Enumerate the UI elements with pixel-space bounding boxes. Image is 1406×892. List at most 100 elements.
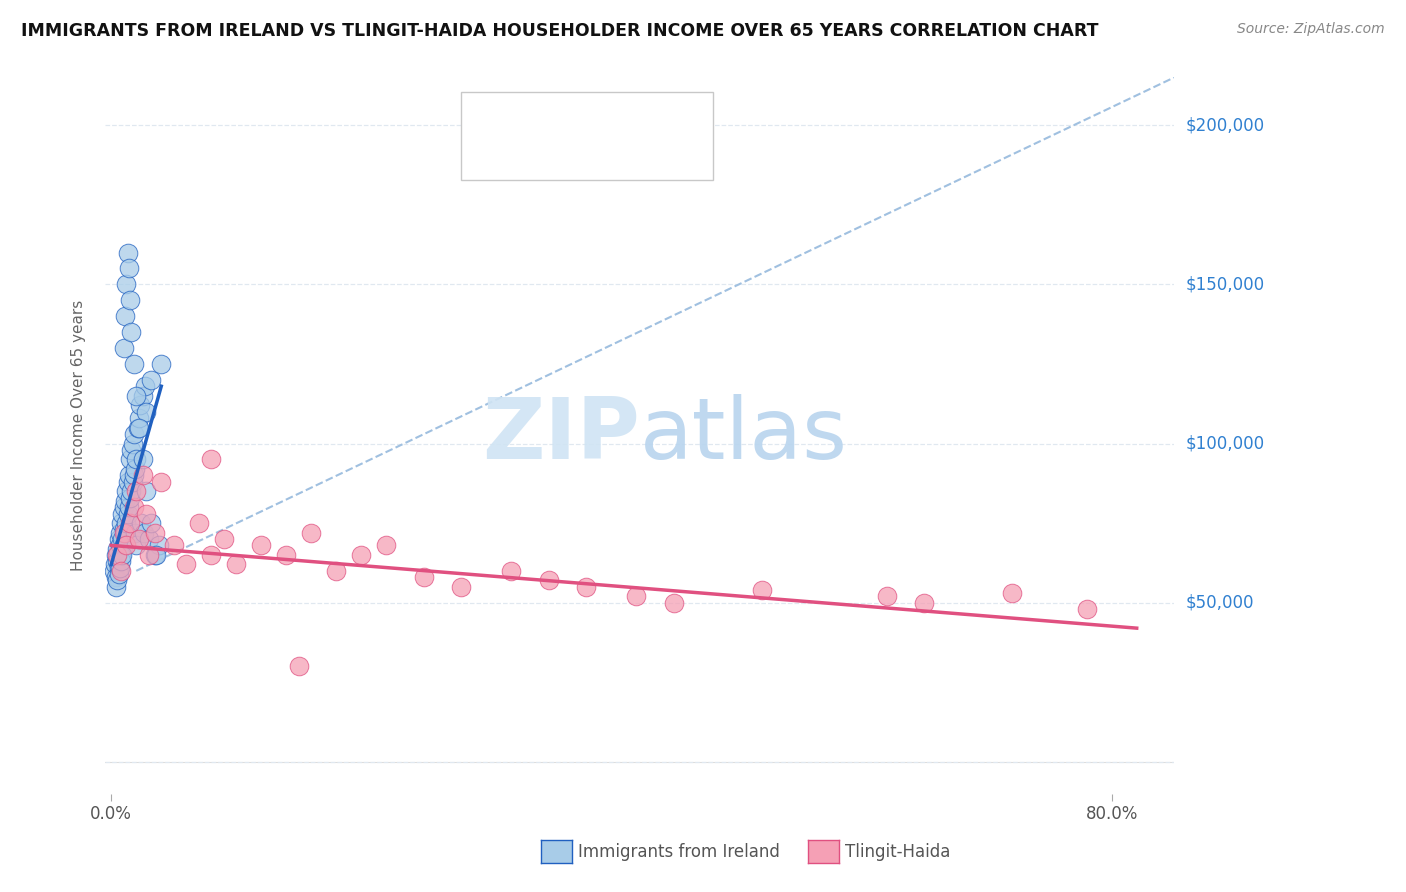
Point — [141, 516, 163, 530]
Point — [122, 427, 145, 442]
Point — [299, 525, 322, 540]
Point — [288, 659, 311, 673]
Point — [187, 516, 209, 530]
Point — [120, 325, 142, 339]
Point — [876, 590, 898, 604]
Text: Source: ZipAtlas.com: Source: ZipAtlas.com — [1237, 22, 1385, 37]
Point — [501, 564, 523, 578]
Point — [112, 341, 135, 355]
Point — [662, 596, 685, 610]
Point — [115, 277, 138, 292]
Point — [114, 525, 136, 540]
Point — [127, 420, 149, 434]
Point — [112, 500, 135, 515]
Point — [118, 261, 141, 276]
Point — [128, 411, 150, 425]
Point — [120, 484, 142, 499]
Text: 39: 39 — [630, 136, 655, 154]
Point — [143, 548, 166, 562]
Point — [107, 548, 129, 562]
Point — [118, 491, 141, 505]
Point — [110, 548, 132, 562]
Point — [107, 574, 129, 588]
Point — [117, 507, 139, 521]
Point — [125, 452, 148, 467]
Point — [134, 379, 156, 393]
Point — [108, 525, 131, 540]
Point — [107, 541, 129, 556]
Point — [129, 398, 152, 412]
Point — [117, 475, 139, 489]
Point — [122, 500, 145, 515]
Text: $150,000: $150,000 — [1185, 276, 1264, 293]
Point — [412, 570, 434, 584]
Point — [118, 500, 141, 515]
Point — [125, 538, 148, 552]
Point — [112, 525, 135, 540]
Point — [626, 590, 648, 604]
Point — [1076, 602, 1098, 616]
Text: $50,000: $50,000 — [1185, 594, 1254, 612]
Point — [148, 538, 170, 552]
Point — [124, 525, 146, 540]
Point — [1001, 586, 1024, 600]
Point — [107, 567, 129, 582]
Point — [110, 554, 132, 568]
Text: ZIP: ZIP — [482, 394, 640, 477]
Point — [250, 538, 273, 552]
Point — [120, 442, 142, 457]
Point — [350, 548, 373, 562]
Point — [118, 452, 141, 467]
Point — [112, 523, 135, 537]
Point — [138, 532, 160, 546]
Point — [575, 580, 598, 594]
Point — [131, 389, 153, 403]
Point — [107, 532, 129, 546]
Point — [121, 475, 143, 489]
Point — [138, 548, 160, 562]
Point — [163, 538, 186, 552]
Text: R =: R = — [510, 136, 550, 154]
Point — [103, 564, 125, 578]
Point — [110, 564, 132, 578]
Point — [124, 462, 146, 476]
Point — [145, 548, 167, 562]
Point — [125, 389, 148, 403]
Point — [751, 582, 773, 597]
Point — [912, 596, 935, 610]
Point — [110, 516, 132, 530]
Point — [112, 538, 135, 552]
Point — [128, 420, 150, 434]
Point — [107, 554, 129, 568]
Point — [108, 538, 131, 552]
Point — [131, 468, 153, 483]
Text: Tlingit-Haida: Tlingit-Haida — [845, 843, 950, 861]
Point — [135, 405, 157, 419]
Point — [212, 532, 235, 546]
Text: N =: N = — [592, 101, 644, 119]
Point — [125, 484, 148, 499]
Point — [174, 558, 197, 572]
Text: $200,000: $200,000 — [1185, 116, 1264, 134]
Text: $100,000: $100,000 — [1185, 434, 1264, 452]
Point — [111, 548, 134, 562]
Point — [105, 580, 128, 594]
Point — [200, 548, 222, 562]
Text: 0.194: 0.194 — [541, 101, 598, 119]
Point — [150, 357, 173, 371]
Text: 70: 70 — [630, 101, 655, 119]
Point — [150, 475, 173, 489]
Point — [111, 532, 134, 546]
Point — [122, 357, 145, 371]
Point — [105, 570, 128, 584]
Text: Immigrants from Ireland: Immigrants from Ireland — [578, 843, 780, 861]
Point — [108, 560, 131, 574]
Point — [105, 548, 128, 562]
Point — [118, 468, 141, 483]
Y-axis label: Householder Income Over 65 years: Householder Income Over 65 years — [72, 300, 86, 571]
Point — [122, 468, 145, 483]
Text: IMMIGRANTS FROM IRELAND VS TLINGIT-HAIDA HOUSEHOLDER INCOME OVER 65 YEARS CORREL: IMMIGRANTS FROM IRELAND VS TLINGIT-HAIDA… — [21, 22, 1098, 40]
Text: N =: N = — [592, 136, 644, 154]
Point — [131, 452, 153, 467]
Point — [115, 538, 138, 552]
